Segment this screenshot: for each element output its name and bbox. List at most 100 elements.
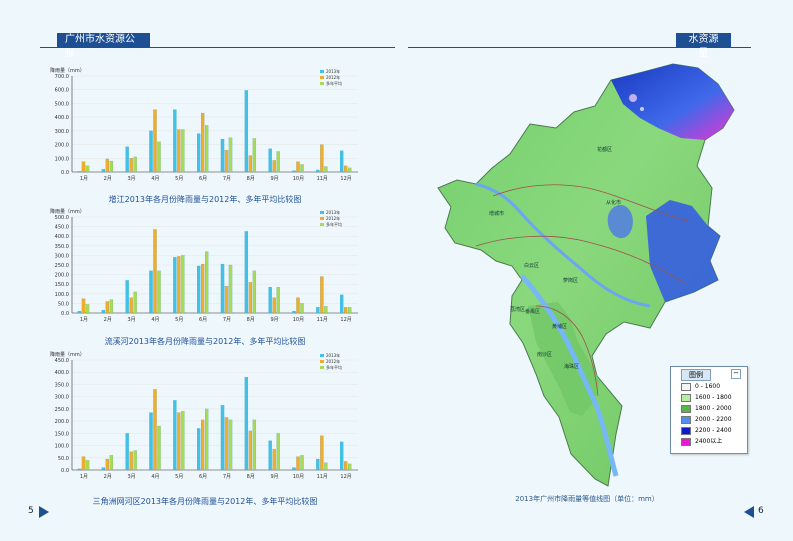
- bar: [197, 428, 201, 471]
- bar: [109, 455, 114, 471]
- legend-label: 多年平均: [326, 221, 342, 227]
- bar: [252, 138, 257, 173]
- legend-item: 0 - 1600: [681, 381, 732, 392]
- bar: [300, 303, 304, 314]
- map-legend: 图例 − 0 - 1600 1600 - 1800 1800 - 2000 2000 …: [670, 366, 748, 454]
- bar: [201, 263, 205, 314]
- bar-chart-svg: 降雨量（mm） 0.0 100.0 200.0 300.0 400.0 500.0 600.0…: [50, 67, 358, 182]
- map-contour-3: [535, 305, 599, 397]
- y-axis-label: 降雨量（mm）: [50, 351, 85, 358]
- x-tick-label: 3月: [127, 176, 135, 182]
- legend-label: 2013年: [326, 209, 340, 215]
- map-label-panyu: 番禺区: [525, 308, 540, 315]
- bar: [149, 130, 153, 173]
- x-tick-label: 12月: [340, 317, 351, 323]
- bar: [77, 171, 82, 173]
- header-rule-right: [408, 47, 751, 48]
- legend-swatch: [320, 211, 324, 214]
- legend-swatch: [320, 70, 324, 73]
- bar: [133, 291, 137, 314]
- map-contour-2: [475, 235, 687, 285]
- x-tick-label: 10月: [293, 474, 304, 480]
- y-tick-label: 350.0: [55, 244, 69, 250]
- x-tick-label: 6月: [199, 474, 207, 480]
- map-svg: 花都区 从化市 增城市 白云区 萝岗区 番禺区 南沙区 黄埔区 荔湾区 海珠区: [437, 63, 735, 487]
- legend-swatch: [320, 366, 324, 369]
- x-tick-label: 3月: [127, 474, 135, 480]
- bar: [296, 161, 300, 173]
- legend-swatch: [320, 217, 324, 220]
- legend-label: 2013年: [326, 68, 340, 74]
- legend-color-swatch: [681, 415, 691, 424]
- page-mark-right-icon: [744, 506, 754, 518]
- map-label-huadu: 增城市: [489, 210, 504, 217]
- x-tick-label: 6月: [199, 317, 207, 323]
- page-number-left: 5: [28, 506, 34, 516]
- bar: [220, 263, 225, 314]
- bar: [244, 377, 249, 471]
- bar: [252, 270, 257, 314]
- x-tick-label: 6月: [199, 176, 207, 182]
- bar: [292, 170, 296, 173]
- bar: [201, 112, 205, 173]
- bar-chart-svg: 降雨量（mm） 0.0 50.0 100.0 150.0 200.0 250.0 300.0 3…: [50, 351, 358, 480]
- header-rule-left: [40, 47, 395, 48]
- bar: [201, 419, 205, 471]
- x-tick-label: 1月: [80, 176, 88, 182]
- y-tick-label: 300.0: [55, 395, 69, 401]
- bar: [101, 310, 106, 314]
- bar: [177, 129, 181, 173]
- bar: [101, 169, 106, 173]
- rainfall-contour-map: 花都区 从化市 增城市 白云区 萝岗区 番禺区 南沙区 黄埔区 荔湾区 海珠区: [418, 56, 756, 496]
- liuxihe-rainfall-chart: 降雨量（mm） 0.0 50.0 100.0 150.0 200.0 250.0 300.0 3…: [40, 205, 370, 333]
- legend-collapse-icon[interactable]: −: [731, 369, 741, 379]
- x-tick-label: 7月: [223, 474, 231, 480]
- bar: [348, 463, 352, 471]
- bar: [129, 158, 133, 173]
- legend-label: 多年平均: [326, 80, 342, 86]
- bar: [344, 461, 348, 471]
- legend-item-label: 2400以上: [695, 438, 723, 445]
- y-tick-label: 100.0: [55, 292, 69, 298]
- bar: [344, 307, 348, 314]
- x-tick-label: 10月: [293, 176, 304, 182]
- bar: [316, 307, 320, 314]
- y-tick-label: 400.0: [55, 370, 69, 376]
- bar: [316, 169, 320, 173]
- bar: [228, 264, 233, 314]
- bar: [324, 166, 328, 173]
- bar: [81, 161, 86, 173]
- bar: [272, 449, 276, 471]
- bar: [316, 458, 320, 471]
- x-tick-label: 1月: [80, 317, 88, 323]
- y-tick-label: 400.0: [55, 234, 69, 240]
- legend-item: 2400以上: [681, 436, 732, 447]
- x-tick-label: 11月: [317, 474, 328, 480]
- bar: [292, 311, 296, 314]
- y-tick-label: 400.0: [55, 115, 69, 121]
- page-mark-left-icon: [39, 506, 49, 518]
- map-label-baiyun: 白云区: [524, 262, 539, 269]
- map-label-zengcheng: 从化市: [606, 199, 621, 206]
- y-axis-label: 降雨量（mm）: [50, 67, 85, 74]
- map-east-high-rainfall-zone: [646, 200, 720, 302]
- bar: [129, 451, 133, 471]
- bar: [224, 417, 229, 471]
- y-tick-label: 150.0: [55, 282, 69, 288]
- map-north-high-rainfall-zone: [611, 64, 734, 140]
- legend-item-label: 2200 - 2400: [695, 427, 732, 434]
- bar: [153, 389, 157, 471]
- bar: [220, 139, 225, 173]
- bar: [181, 255, 185, 314]
- x-tick-label: 5月: [175, 317, 183, 323]
- bar: [173, 257, 177, 314]
- bar: [248, 430, 253, 471]
- legend-color-swatch: [681, 393, 691, 402]
- x-tick-label: 4月: [151, 176, 159, 182]
- header-right-title: 水资源量: [676, 33, 731, 59]
- bar: [296, 456, 300, 471]
- bar: [276, 433, 280, 471]
- bar: [300, 455, 304, 471]
- legend-item-label: 2000 - 2200: [695, 416, 732, 423]
- x-tick-label: 7月: [223, 176, 231, 182]
